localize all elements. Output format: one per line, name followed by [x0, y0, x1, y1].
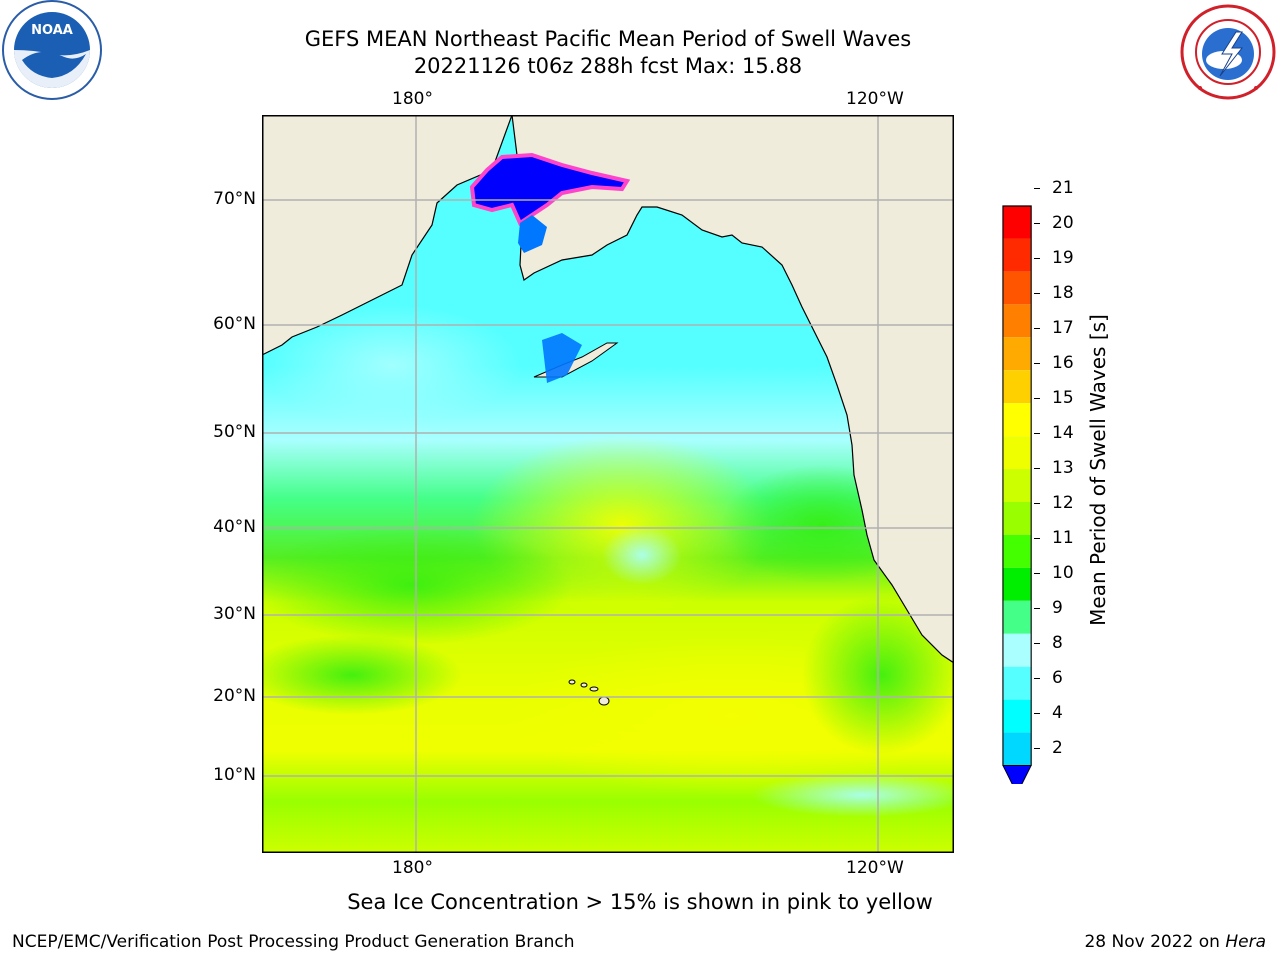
- colorbar-swatch: [1002, 567, 1032, 601]
- colorbar-tick-mark: [1034, 188, 1040, 189]
- colorbar-tick-mark: [1034, 293, 1040, 294]
- colorbar-tick-label: 13: [1052, 458, 1074, 478]
- credit-text: NCEP/EMC/Verification Post Processing Pr…: [12, 932, 575, 952]
- map-panel: [262, 115, 954, 853]
- colorbar-tick-label: 19: [1052, 248, 1074, 268]
- colorbar-tick-mark: [1034, 608, 1040, 609]
- lat-tick-70n: 70°N: [213, 189, 256, 209]
- machine-name: Hera: [1225, 932, 1266, 952]
- date-text: 28 Nov 2022 on: [1084, 932, 1226, 952]
- colorbar-swatch: [1002, 732, 1032, 766]
- colorbar-tick-label: 8: [1052, 633, 1063, 653]
- colorbar-tick-label: 10: [1052, 563, 1074, 583]
- colorbar-swatch: [1002, 600, 1032, 634]
- colorbar-frame: [1002, 205, 1032, 766]
- colorbar-swatch: [1002, 370, 1032, 404]
- colorbar-tick-mark: [1034, 713, 1040, 714]
- colorbar-swatch: [1002, 205, 1032, 239]
- land-north-america: [511, 115, 954, 664]
- colorbar-under-triangle: [1002, 765, 1032, 784]
- colorbar-tick-label: 9: [1052, 598, 1063, 618]
- lat-tick-10n: 10°N: [213, 765, 256, 785]
- colorbar-swatch: [1002, 699, 1032, 733]
- colorbar-tick-label: 17: [1052, 318, 1074, 338]
- colorbar-swatch: [1002, 403, 1032, 437]
- graticule: [262, 115, 954, 853]
- colorbar-tick-mark: [1034, 223, 1040, 224]
- colorbar-tick-mark: [1034, 643, 1040, 644]
- colorbar-tick-mark: [1034, 398, 1040, 399]
- lat-tick-60n: 60°N: [213, 314, 256, 334]
- colorbar-tick-label: 16: [1052, 353, 1074, 373]
- lon-tick-top-120w: 120°W: [846, 89, 904, 109]
- colorbar-swatch: [1002, 238, 1032, 272]
- colorbar-tick-mark: [1034, 363, 1040, 364]
- colorbar-tick-mark: [1034, 678, 1040, 679]
- colorbar-tick-label: 11: [1052, 528, 1074, 548]
- bristol-bay-low: [542, 333, 582, 383]
- colorbar-tick-label: 2: [1052, 738, 1063, 758]
- colorbar-tick-label: 12: [1052, 493, 1074, 513]
- lat-tick-40n: 40°N: [213, 517, 256, 537]
- colorbar-tick-mark: [1034, 258, 1040, 259]
- colorbar-tick-label: 4: [1052, 703, 1063, 723]
- colorbar-tick-label: 14: [1052, 423, 1074, 443]
- lat-tick-50n: 50°N: [213, 422, 256, 442]
- colorbar-tick-label: 18: [1052, 283, 1074, 303]
- colorbar: [1002, 205, 1032, 784]
- lat-tick-30n: 30°N: [213, 604, 256, 624]
- colorbar-swatch: [1002, 469, 1032, 502]
- chart-subtitle: 20221126 t06z 288h fcst Max: 15.88: [413, 54, 803, 78]
- map-frame: [262, 115, 954, 853]
- colorbar-label: Mean Period of Swell Waves [s]: [1086, 314, 1110, 626]
- chart-title: GEFS MEAN Northeast Pacific Mean Period …: [304, 27, 912, 51]
- lat-tick-20n: 20°N: [213, 686, 256, 706]
- lon-tick-bottom-120w: 120°W: [846, 858, 904, 878]
- sea-ice-chukchi: [469, 152, 631, 226]
- colorbar-tick-mark: [1034, 328, 1040, 329]
- colorbar-tick-label: 21: [1052, 178, 1074, 198]
- nws-logo: [1180, 4, 1276, 100]
- colorbar-tick-label: 6: [1052, 668, 1063, 688]
- colorbar-swatch: [1002, 633, 1032, 667]
- colorbar-swatch: [1002, 502, 1032, 535]
- colorbar-tick-label: 15: [1052, 388, 1074, 408]
- colorbar-tick-mark: [1034, 468, 1040, 469]
- svg-text:NOAA: NOAA: [31, 23, 73, 38]
- sea-ice-strait: [518, 215, 547, 253]
- colorbar-tick-mark: [1034, 538, 1040, 539]
- colorbar-swatch: [1002, 337, 1032, 371]
- sea-ice-note: Sea Ice Concentration > 15% is shown in …: [347, 890, 933, 914]
- lon-tick-top-180: 180°: [392, 89, 433, 109]
- colorbar-tick-label: 20: [1052, 213, 1074, 233]
- noaa-logo: NOAA: [2, 0, 102, 100]
- colorbar-swatch: [1002, 271, 1032, 305]
- colorbar-tick-mark: [1034, 573, 1040, 574]
- colorbar-swatch: [1002, 534, 1032, 568]
- colorbar-swatch: [1002, 304, 1032, 338]
- colorbar-swatch: [1002, 666, 1032, 700]
- colorbar-tick-mark: [1034, 503, 1040, 504]
- colorbar-swatch: [1002, 436, 1032, 470]
- colorbar-tick-mark: [1034, 433, 1040, 434]
- lon-tick-bottom-180: 180°: [392, 858, 433, 878]
- colorbar-tick-mark: [1034, 748, 1040, 749]
